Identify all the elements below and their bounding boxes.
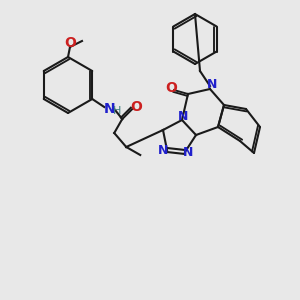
Text: N: N <box>183 146 193 160</box>
Text: N: N <box>158 143 168 157</box>
Text: O: O <box>64 36 76 50</box>
Text: N: N <box>103 102 115 116</box>
Text: O: O <box>165 81 177 95</box>
Text: O: O <box>130 100 142 114</box>
Text: N: N <box>178 110 188 122</box>
Text: H: H <box>113 106 122 116</box>
Text: N: N <box>207 79 217 92</box>
